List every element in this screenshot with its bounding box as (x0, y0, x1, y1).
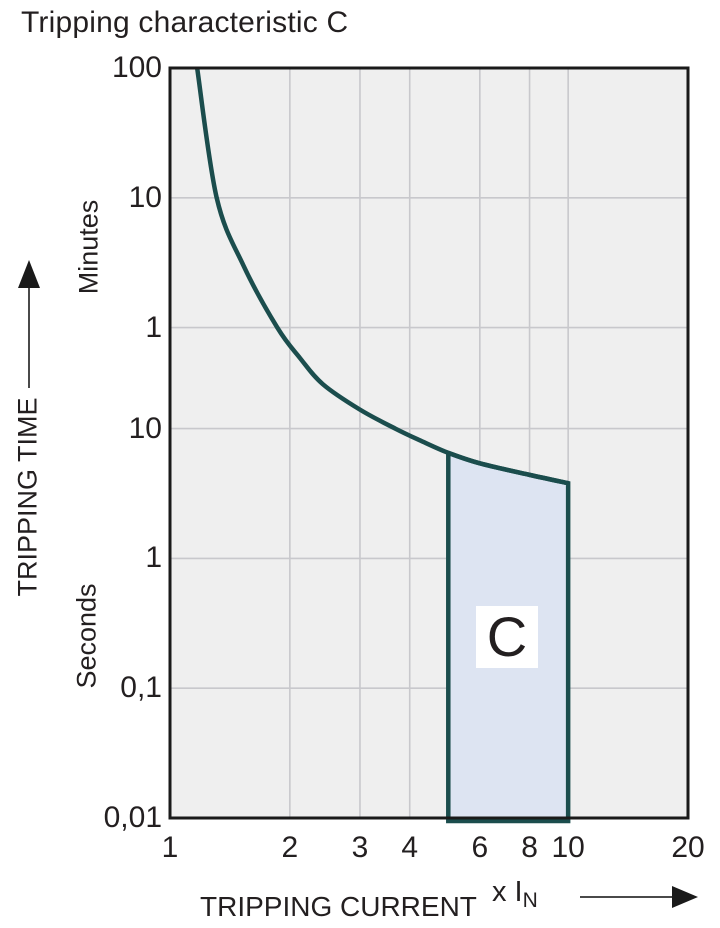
x-tick-label: 2 (281, 831, 299, 864)
x-axis-label: TRIPPING CURRENT (200, 891, 477, 922)
x-axis-unit-prefix: x I (492, 876, 523, 908)
x-tick-label: 1 (161, 831, 179, 864)
x-tick-label: 3 (351, 831, 369, 864)
y-tick-label: 0,1 (120, 671, 162, 705)
y-tick-label: 10 (128, 411, 162, 445)
x-axis-unit-subscript: N (522, 889, 538, 912)
right-arrow-icon (580, 886, 698, 908)
region-c-label: C (476, 606, 538, 668)
x-tick-label: 8 (521, 831, 538, 864)
y-tick-label: 10 (128, 180, 162, 214)
plot-frame (168, 66, 690, 820)
tripping-curve (194, 67, 569, 486)
up-arrow-icon (18, 260, 40, 388)
y-tick-label: 0,01 (103, 801, 162, 834)
y-tick-label: 100 (111, 51, 162, 84)
x-tick-label: 6 (471, 831, 489, 864)
page-title: Tripping characteristic C (21, 6, 349, 39)
x-tick-label: 4 (401, 831, 419, 864)
x-tick-label: 20 (671, 831, 705, 864)
y-tick-label: 1 (145, 310, 162, 344)
y-axis-unit-minutes: Minutes (73, 199, 104, 295)
x-tick-label: 10 (551, 831, 585, 864)
x-axis-unit: x IN (492, 876, 538, 912)
y-tick-label: 1 (145, 541, 162, 575)
